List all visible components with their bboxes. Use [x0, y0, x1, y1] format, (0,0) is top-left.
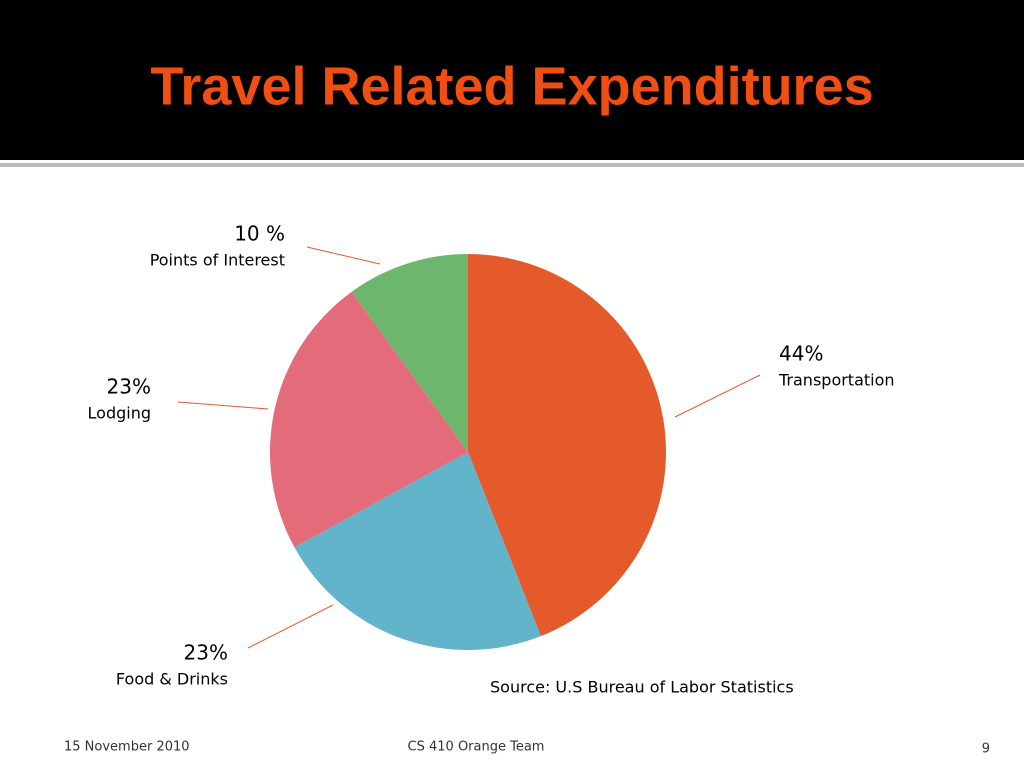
category-label: Lodging [88, 404, 151, 423]
leader-line [247, 604, 334, 649]
header-rule [0, 163, 1024, 167]
pie-slice [351, 254, 468, 452]
footer-team: CS 410 Orange Team [408, 740, 545, 755]
pie-slice [270, 291, 468, 548]
value-label: 23% [184, 641, 228, 665]
source: Source: U.S Bureau of Labor Statistics [490, 678, 794, 697]
leader-line [306, 246, 381, 265]
page-number: 9 [982, 742, 990, 757]
chart-title: Travel Related Expenditures [150, 56, 873, 116]
leader-line [177, 401, 269, 410]
value-label: 23% [107, 375, 151, 399]
category-label: Points of Interest [150, 251, 285, 270]
pie-slice [468, 254, 666, 637]
pie-slice [294, 452, 541, 651]
value-label: 44% [779, 342, 823, 366]
value-label: 10 % [234, 222, 285, 246]
category-label: Transportation [778, 371, 895, 390]
leader-line [674, 374, 761, 418]
category-label: Food & Drinks [116, 670, 228, 689]
footer-date: 15 November 2010 [64, 740, 190, 755]
header-bar [0, 0, 1024, 160]
